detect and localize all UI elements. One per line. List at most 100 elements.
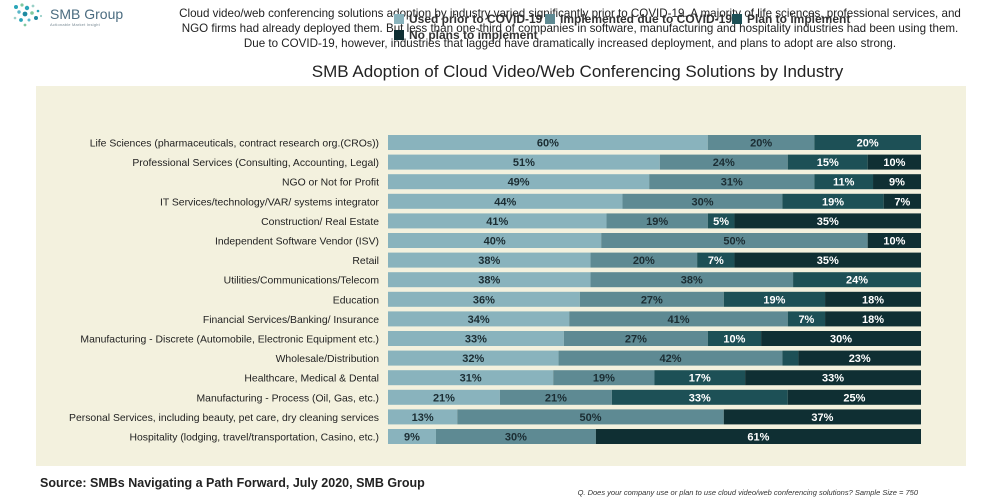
- bar-segment: [825, 311, 921, 327]
- data-label: 38%: [478, 275, 500, 287]
- bar-segment: [761, 331, 921, 346]
- bar-segment: [553, 370, 655, 386]
- data-label: 13%: [412, 412, 434, 424]
- bar-segment: [388, 291, 580, 307]
- bar-segment: [388, 331, 564, 346]
- category-label: Construction/ Real Estate: [261, 217, 379, 228]
- data-label: 42%: [659, 353, 681, 365]
- data-label: 34%: [468, 314, 490, 326]
- bar-segment: [388, 350, 559, 366]
- category-label: Personal Services, including beauty, pet…: [69, 413, 379, 424]
- data-label: 31%: [721, 177, 743, 189]
- data-label: 41%: [486, 216, 508, 228]
- legend-item-no-plans: No plans to implement: [394, 28, 538, 42]
- data-label: 9%: [889, 177, 905, 189]
- legend-item-plan: Plan to implement: [732, 12, 850, 26]
- data-label: 40%: [484, 236, 506, 248]
- data-label: 32%: [462, 353, 484, 365]
- bar-segment: [499, 389, 612, 405]
- bar-segment: [388, 389, 500, 405]
- data-label: 19%: [763, 294, 785, 306]
- data-label: 23%: [849, 353, 871, 365]
- bar-segment: [734, 252, 921, 268]
- bar-segment: [388, 370, 554, 386]
- bar-segment: [707, 213, 735, 229]
- source-note: Source: SMBs Navigating a Path Forward, …: [40, 476, 425, 490]
- bar-segment: [388, 193, 623, 209]
- data-label: 24%: [846, 275, 868, 287]
- category-label: Healthcare, Medical & Dental: [244, 374, 379, 385]
- bar-segment: [787, 311, 826, 327]
- data-label: 30%: [691, 196, 713, 208]
- bar-segment: [798, 350, 921, 366]
- logo-dots-icon: [13, 3, 43, 27]
- bar-segment: [723, 291, 826, 307]
- data-label: 10%: [883, 157, 905, 169]
- data-label: 33%: [822, 373, 844, 385]
- bar-segment: [787, 154, 868, 170]
- bar-segment: [388, 409, 458, 425]
- bar-segment: [873, 174, 921, 190]
- data-label: 10%: [723, 334, 745, 346]
- smb-group-logo: SMB Group Actionable Market Insight: [10, 2, 160, 28]
- bar-segment: [611, 389, 788, 405]
- bar-segment: [654, 370, 746, 386]
- data-label: 61%: [747, 432, 769, 444]
- data-label: 24%: [713, 157, 735, 169]
- chart-legend: Used prior to COVID-19 Implemented due t…: [0, 4, 1000, 42]
- data-label: 18%: [862, 314, 884, 326]
- bar-segment: [590, 272, 794, 288]
- bar-segment: [782, 193, 884, 209]
- bar-segment: [590, 252, 698, 268]
- data-label: 25%: [843, 392, 865, 404]
- bar-segment: [867, 233, 921, 248]
- data-label: 9%: [404, 432, 420, 444]
- legend-item-implemented: Implemented due to COVID-19: [545, 12, 732, 26]
- data-label: 19%: [646, 216, 668, 228]
- bar-segment: [745, 370, 921, 386]
- bar-segment: [388, 311, 570, 327]
- bar-segment: [388, 233, 602, 248]
- data-label: 18%: [862, 294, 884, 306]
- data-label: 38%: [478, 255, 500, 267]
- bar-segment: [606, 213, 708, 229]
- data-label: 60%: [537, 138, 559, 150]
- data-label: 7%: [798, 314, 814, 326]
- survey-question-note: Q. Does your company use or plan to use …: [577, 488, 918, 497]
- bar-segment: [388, 429, 436, 444]
- data-label: 38%: [681, 275, 703, 287]
- data-label: 31%: [460, 373, 482, 385]
- bar-segment: [388, 174, 650, 190]
- data-label: 21%: [433, 392, 455, 404]
- data-label: 20%: [750, 138, 772, 150]
- bar-segment: [782, 350, 799, 366]
- category-label: Utilities/Communications/Telecom: [224, 276, 379, 287]
- data-label: 20%: [857, 138, 879, 150]
- data-label: 33%: [465, 334, 487, 346]
- bar-segment: [601, 233, 868, 248]
- category-label: Retail: [352, 256, 379, 267]
- data-label: 7%: [894, 196, 910, 208]
- legend-item-used-prior: Used prior to COVID-19: [394, 12, 542, 26]
- bar-segment: [814, 135, 921, 150]
- bar-segment: [883, 193, 921, 209]
- bar-segment: [388, 272, 591, 288]
- category-label: IT Services/technology/VAR/ systems inte…: [160, 197, 380, 208]
- bar-segment: [388, 154, 660, 170]
- data-label: 37%: [811, 412, 833, 424]
- category-label: NGO or Not for Profit: [282, 178, 379, 189]
- data-label: 27%: [641, 294, 663, 306]
- category-label: Wholesale/Distribution: [276, 354, 380, 365]
- legend-swatch-plan: [732, 14, 742, 24]
- bar-segment: [867, 154, 921, 170]
- bar-segment: [659, 154, 788, 170]
- data-label: 33%: [689, 392, 711, 404]
- category-label: Life Sciences (pharmaceuticals, contract…: [90, 139, 379, 150]
- data-label: 5%: [713, 216, 729, 228]
- category-label: Professional Services (Consulting, Accou…: [132, 158, 379, 169]
- bar-segment: [723, 409, 921, 425]
- bar-segment: [579, 291, 724, 307]
- bar-segment: [793, 272, 921, 288]
- intro-text: Cloud video/web conferencing solutions a…: [179, 7, 961, 50]
